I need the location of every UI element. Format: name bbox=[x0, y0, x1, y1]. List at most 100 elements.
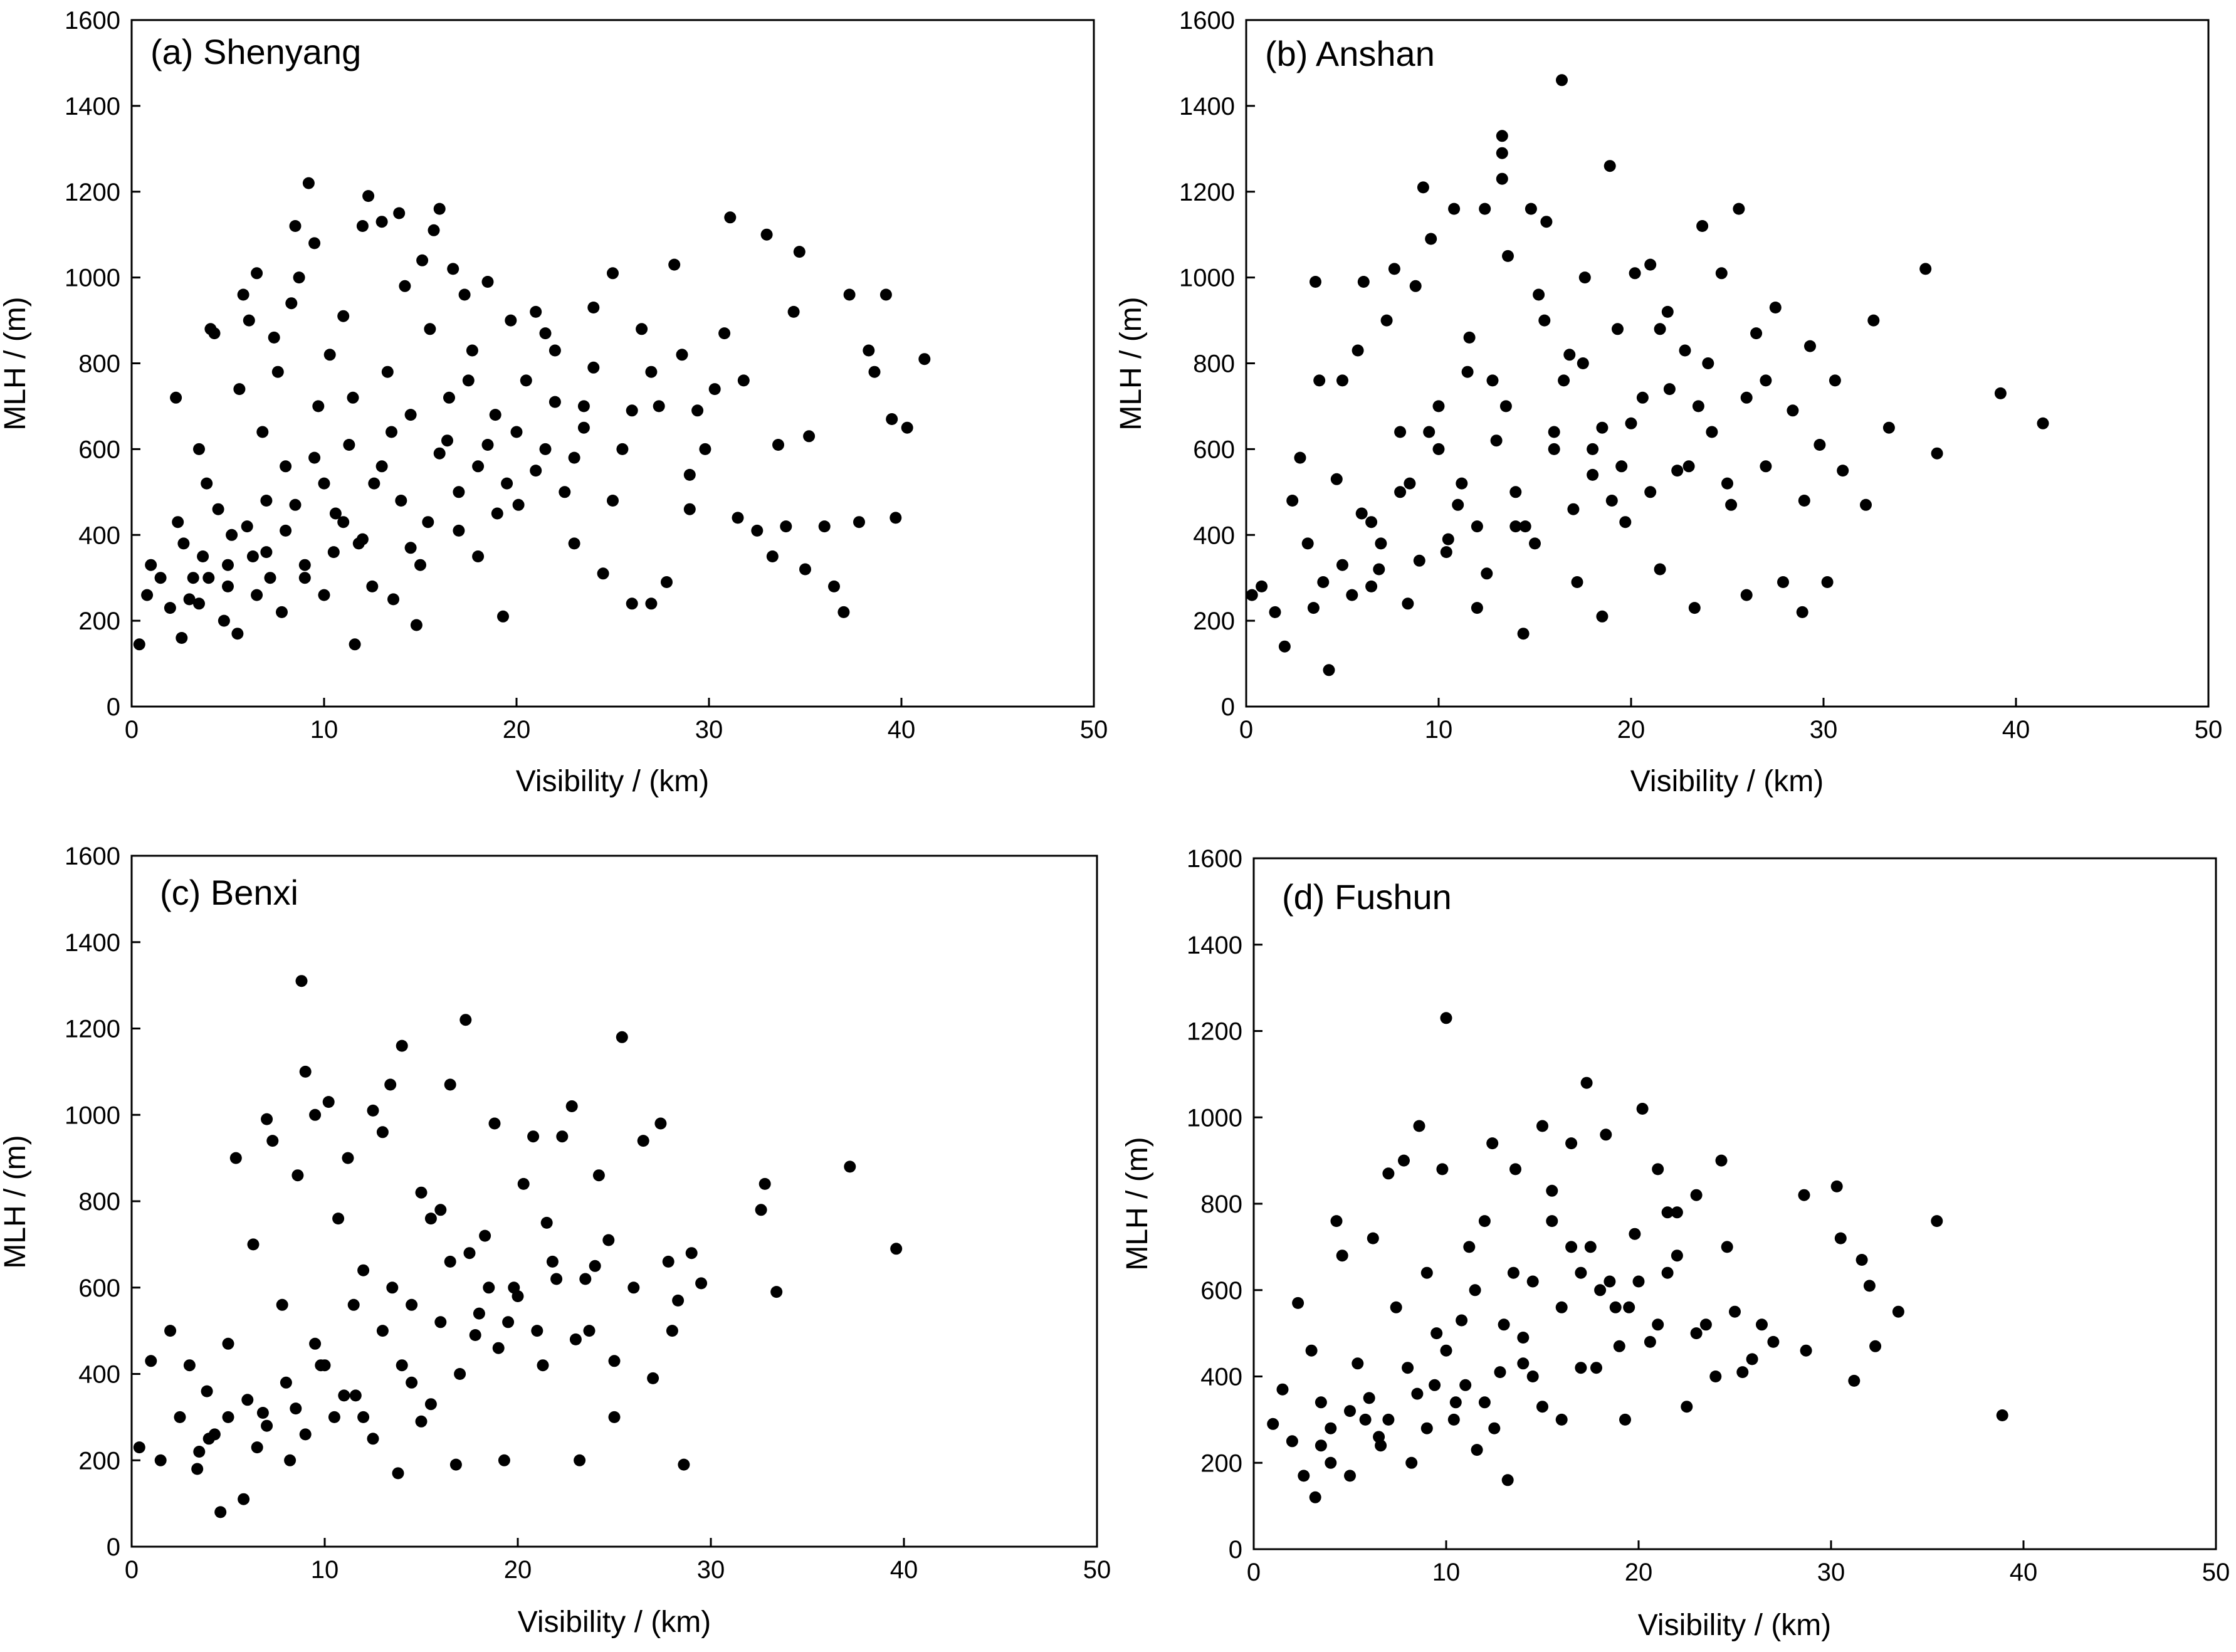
scatter-point bbox=[1600, 1129, 1612, 1141]
scatter-point bbox=[1661, 305, 1674, 318]
scatter-point bbox=[416, 254, 429, 266]
scatter-point bbox=[376, 1325, 389, 1337]
scatter-point bbox=[1931, 1215, 1943, 1228]
scatter-point bbox=[1398, 1154, 1410, 1167]
scatter-point bbox=[1323, 664, 1335, 676]
scatter-point bbox=[1555, 1413, 1568, 1426]
scatter-point bbox=[666, 1325, 678, 1337]
scatter-point bbox=[1760, 460, 1772, 473]
scatter-point bbox=[1644, 1335, 1656, 1348]
scatter-point bbox=[366, 580, 379, 592]
scatter-point bbox=[479, 1229, 491, 1242]
scatter-point bbox=[376, 1126, 389, 1139]
scatter-point bbox=[415, 1415, 428, 1428]
scatter-point bbox=[1558, 374, 1570, 387]
scatter-point bbox=[1517, 1357, 1530, 1370]
scatter-point bbox=[1517, 628, 1530, 640]
scatter-point bbox=[459, 1014, 472, 1026]
scatter-point bbox=[1499, 400, 1512, 413]
scatter-point bbox=[406, 1298, 418, 1311]
scatter-point bbox=[1420, 1266, 1433, 1279]
scatter-point bbox=[1546, 1184, 1558, 1197]
scatter-point bbox=[1294, 451, 1306, 464]
scatter-point bbox=[362, 190, 375, 203]
scatter-point bbox=[647, 1372, 659, 1384]
scatter-point bbox=[1256, 580, 1268, 592]
scatter-point bbox=[1613, 1340, 1625, 1352]
scatter-point bbox=[616, 1031, 628, 1043]
scatter-point bbox=[691, 404, 704, 417]
scatter-point bbox=[1663, 383, 1676, 396]
scatter-point bbox=[1652, 1163, 1664, 1176]
scatter-point bbox=[653, 400, 665, 413]
scatter-point bbox=[1405, 1456, 1418, 1469]
scatter-point bbox=[1471, 602, 1483, 614]
scatter-point bbox=[583, 1325, 596, 1337]
y-tick-label: 0 bbox=[1229, 1536, 1242, 1564]
scatter-point bbox=[579, 1273, 592, 1285]
scatter-point bbox=[1533, 288, 1545, 301]
scatter-point bbox=[1461, 366, 1474, 378]
scatter-point bbox=[732, 512, 744, 524]
scatter-point bbox=[1671, 1250, 1683, 1262]
scatter-point bbox=[530, 465, 542, 477]
scatter-point bbox=[187, 572, 199, 584]
y-tick-label: 1600 bbox=[65, 7, 120, 34]
scatter-point bbox=[1596, 610, 1609, 623]
scatter-point bbox=[1612, 323, 1624, 335]
scatter-point bbox=[1750, 327, 1763, 340]
x-tick-label: 30 bbox=[695, 716, 723, 744]
scatter-point bbox=[1496, 130, 1508, 142]
scatter-point bbox=[1919, 263, 1932, 275]
y-tick-label: 1000 bbox=[1187, 1104, 1242, 1132]
y-tick-label: 200 bbox=[78, 1447, 120, 1475]
y-tick-label: 1200 bbox=[65, 1016, 120, 1043]
scatter-point bbox=[708, 383, 721, 396]
x-tick-label: 50 bbox=[2202, 1559, 2230, 1586]
scatter-point bbox=[1555, 1301, 1568, 1313]
scatter-point bbox=[1931, 447, 1943, 460]
scatter-point bbox=[1440, 1344, 1452, 1357]
scatter-point bbox=[1309, 1491, 1321, 1503]
scatter-point bbox=[1344, 1470, 1356, 1482]
scatter-point bbox=[247, 1238, 260, 1251]
scatter-point bbox=[463, 1247, 476, 1260]
scatter-point bbox=[574, 1454, 586, 1466]
scatter-point bbox=[492, 1342, 505, 1354]
scatter-point bbox=[414, 559, 426, 571]
scatter-point bbox=[488, 1117, 501, 1130]
scatter-point bbox=[1619, 1413, 1631, 1426]
scatter-point bbox=[1317, 576, 1330, 588]
scatter-point bbox=[1447, 1413, 1460, 1426]
scatter-point bbox=[1577, 357, 1589, 369]
scatter-point bbox=[1644, 486, 1657, 498]
scatter-point bbox=[890, 1243, 903, 1255]
scatter-point bbox=[1834, 1232, 1847, 1244]
scatter-point bbox=[683, 468, 696, 481]
scatter-point bbox=[290, 1402, 302, 1415]
scatter-point bbox=[1540, 216, 1553, 228]
scatter-point bbox=[342, 1152, 354, 1164]
scatter-point bbox=[375, 460, 388, 473]
scatter-point bbox=[1325, 1456, 1337, 1469]
scatter-point bbox=[349, 1389, 362, 1402]
scatter-point bbox=[695, 1277, 708, 1290]
scatter-point bbox=[1336, 374, 1348, 387]
scatter-point bbox=[760, 228, 773, 241]
plot-frame bbox=[1245, 19, 2210, 708]
scatter-point bbox=[133, 1441, 145, 1454]
scatter-point bbox=[443, 391, 455, 404]
scatter-point bbox=[462, 374, 475, 387]
scatter-points bbox=[133, 177, 931, 651]
scatter-point bbox=[489, 409, 501, 421]
scatter-point bbox=[1578, 271, 1591, 284]
scatter-point bbox=[1507, 1266, 1520, 1279]
scatter-point bbox=[589, 1260, 601, 1272]
scatter-point bbox=[1292, 1297, 1304, 1309]
scatter-point bbox=[645, 366, 658, 378]
scatter-point bbox=[453, 486, 465, 498]
scatter-point bbox=[1798, 1189, 1810, 1201]
scatter-point bbox=[241, 1394, 254, 1406]
scatter-point bbox=[886, 413, 898, 425]
scatter-point bbox=[1526, 1371, 1539, 1382]
